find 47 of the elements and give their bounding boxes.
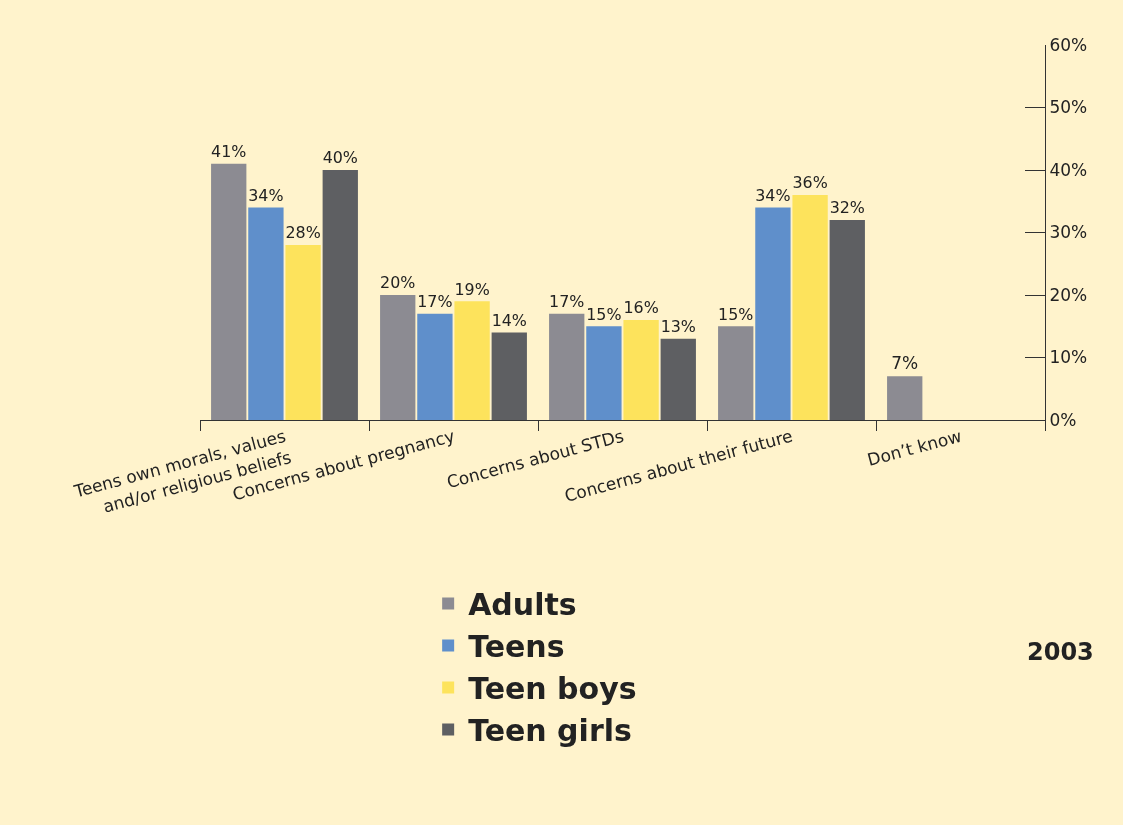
bar bbox=[248, 207, 284, 420]
y-tick-label: 30% bbox=[1049, 222, 1088, 243]
data-label: 19% bbox=[454, 279, 490, 299]
y-tick-label: 10% bbox=[1049, 347, 1088, 368]
data-label: 40% bbox=[322, 148, 358, 168]
bar bbox=[380, 295, 416, 420]
data-label: 14% bbox=[491, 310, 527, 330]
y-tick-label: 0% bbox=[1049, 409, 1077, 430]
y-tick-label: 60% bbox=[1049, 34, 1088, 55]
bar bbox=[792, 195, 828, 420]
bar bbox=[887, 376, 923, 420]
bar bbox=[285, 245, 321, 420]
bar bbox=[491, 332, 527, 420]
legend-label: Teen girls bbox=[468, 713, 632, 749]
data-label: 15% bbox=[718, 304, 754, 324]
y-tick-label: 50% bbox=[1049, 97, 1088, 118]
bar bbox=[322, 170, 358, 420]
bar bbox=[660, 338, 696, 420]
data-label: 34% bbox=[248, 185, 284, 205]
data-label: 20% bbox=[380, 273, 416, 293]
bar bbox=[623, 320, 659, 420]
data-label: 17% bbox=[417, 292, 453, 312]
bar bbox=[549, 313, 585, 420]
bar bbox=[829, 220, 865, 420]
legend-label: Adults bbox=[468, 587, 577, 623]
bar bbox=[211, 163, 247, 420]
text: 2003 bbox=[1027, 638, 1094, 666]
data-label: 15% bbox=[586, 304, 622, 324]
bar bbox=[586, 326, 622, 420]
legend-label: Teen boys bbox=[468, 671, 637, 707]
data-label: 34% bbox=[755, 185, 791, 205]
data-label: 13% bbox=[660, 317, 696, 337]
bar bbox=[417, 313, 453, 420]
data-label: 16% bbox=[623, 298, 659, 318]
x-tick-label: Don’t know bbox=[865, 425, 964, 470]
data-label: 17% bbox=[549, 292, 585, 312]
legend-label: Teens bbox=[468, 629, 565, 665]
bar bbox=[454, 301, 490, 420]
data-label: 36% bbox=[792, 173, 828, 193]
bar bbox=[755, 207, 791, 420]
data-label: 32% bbox=[829, 198, 865, 218]
data-label: 41% bbox=[211, 142, 247, 162]
y-tick-label: 40% bbox=[1049, 159, 1088, 180]
data-label: 7% bbox=[891, 353, 919, 374]
y-tick-label: 20% bbox=[1049, 284, 1088, 305]
data-label: 28% bbox=[285, 223, 321, 243]
bar bbox=[718, 326, 754, 420]
